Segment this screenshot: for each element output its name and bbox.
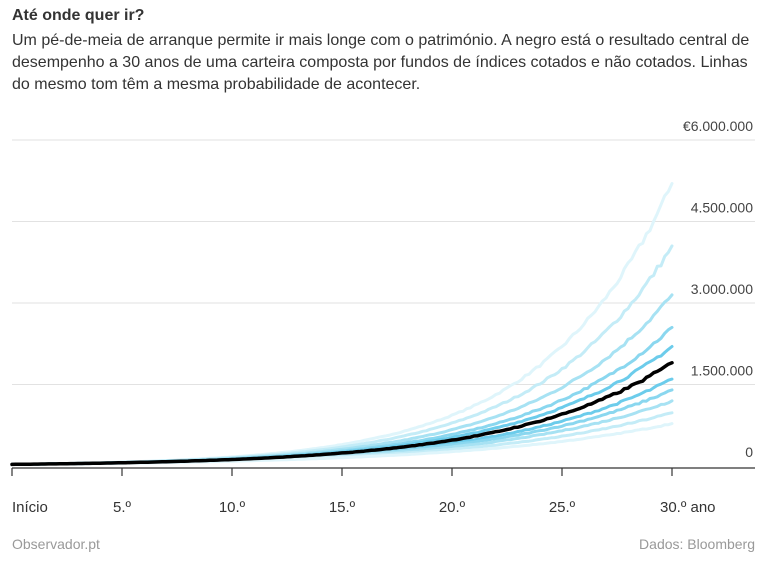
series-lines	[10, 182, 674, 467]
x-axis: Início 5.º 10.º 15.º 20.º 25.º 30.º ano	[11, 467, 755, 516]
x-tick-label: Início	[12, 499, 48, 516]
chart-subtitle: Um pé-de-meia de arranque permite ir mai…	[12, 32, 750, 93]
median-series-line	[10, 361, 674, 467]
x-tick-label: 10.º	[219, 499, 246, 516]
x-tick-label: 15.º	[329, 499, 356, 516]
series-line	[10, 244, 674, 466]
x-tick-label: 30.º ano	[660, 499, 716, 516]
grid-lines	[12, 139, 755, 385]
y-axis-ticks: 0 1.500.000 3.000.000 4.500.000 €6.000.000	[683, 118, 753, 460]
y-tick-label: 1.500.000	[691, 363, 753, 379]
footer-source-right: Dados: Bloomberg	[639, 536, 755, 552]
chart-title: Até onde quer ir?	[12, 7, 145, 24]
x-tick-label: 5.º	[113, 499, 132, 516]
x-tick-label: 20.º	[439, 499, 466, 516]
y-tick-label: 0	[745, 444, 753, 460]
x-tick-label: 25.º	[549, 499, 576, 516]
y-tick-label: 4.500.000	[691, 200, 753, 216]
y-tick-label: 3.000.000	[691, 281, 753, 297]
y-tick-label: €6.000.000	[683, 118, 753, 134]
footer-source-left: Observador.pt	[12, 536, 100, 552]
